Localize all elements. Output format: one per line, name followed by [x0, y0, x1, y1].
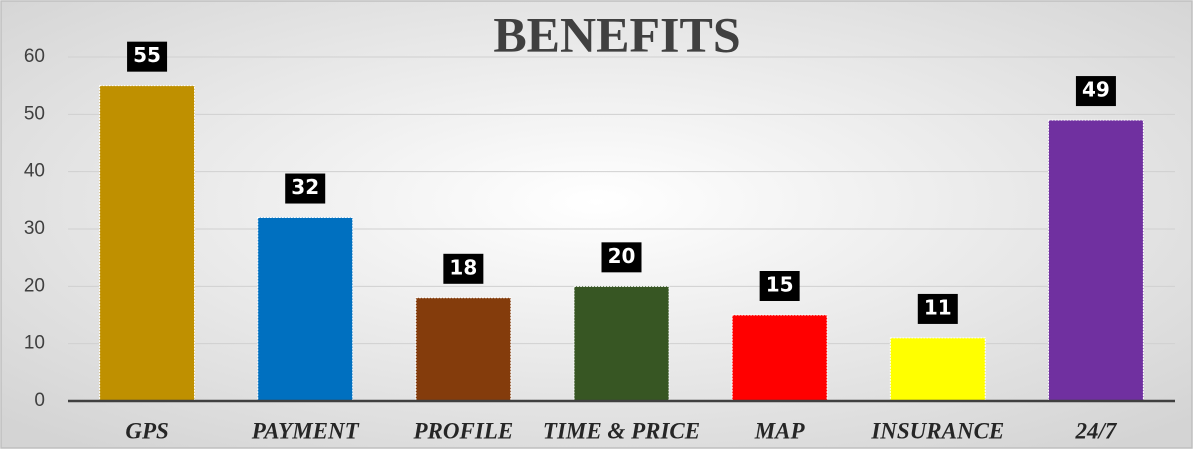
value-label-box	[127, 41, 168, 72]
value-label: 55	[133, 43, 161, 67]
value-label: 15	[766, 273, 794, 297]
chart-title: BENEFITS	[493, 6, 740, 62]
bar	[99, 85, 196, 402]
x-tick-label: MAP	[754, 418, 806, 443]
value-label: 11	[924, 295, 952, 319]
x-tick-label: INSURANCE	[870, 418, 1004, 443]
y-tick-label: 40	[24, 161, 45, 182]
bar	[257, 217, 354, 402]
value-label-box	[759, 271, 800, 301]
value-label-box	[1075, 76, 1116, 107]
value-label: 32	[291, 175, 319, 199]
value-label-box	[285, 173, 326, 204]
value-label: 18	[449, 255, 477, 279]
y-tick-label: 10	[24, 333, 45, 354]
value-label: 49	[1082, 78, 1110, 102]
y-tick-label: 50	[24, 103, 45, 124]
x-tick-label: GPS	[125, 418, 168, 443]
bar	[1047, 119, 1144, 402]
value-label-box	[443, 253, 484, 284]
y-tick-label: 60	[24, 46, 45, 67]
bar	[573, 285, 670, 402]
value-label-box	[601, 242, 642, 273]
value-label: 20	[608, 244, 636, 268]
bar	[731, 314, 828, 402]
x-tick-label: 24/7	[1074, 418, 1117, 443]
value-label-box	[917, 293, 958, 324]
bar	[415, 297, 512, 402]
y-tick-label: 20	[24, 275, 45, 296]
x-tick-label: PAYMENT	[251, 418, 360, 443]
bar	[889, 337, 986, 402]
y-tick-label: 0	[34, 390, 45, 411]
y-tick-label: 30	[24, 218, 45, 239]
x-tick-label: PROFILE	[413, 418, 514, 443]
x-tick-label: TIME & PRICE	[543, 418, 700, 443]
